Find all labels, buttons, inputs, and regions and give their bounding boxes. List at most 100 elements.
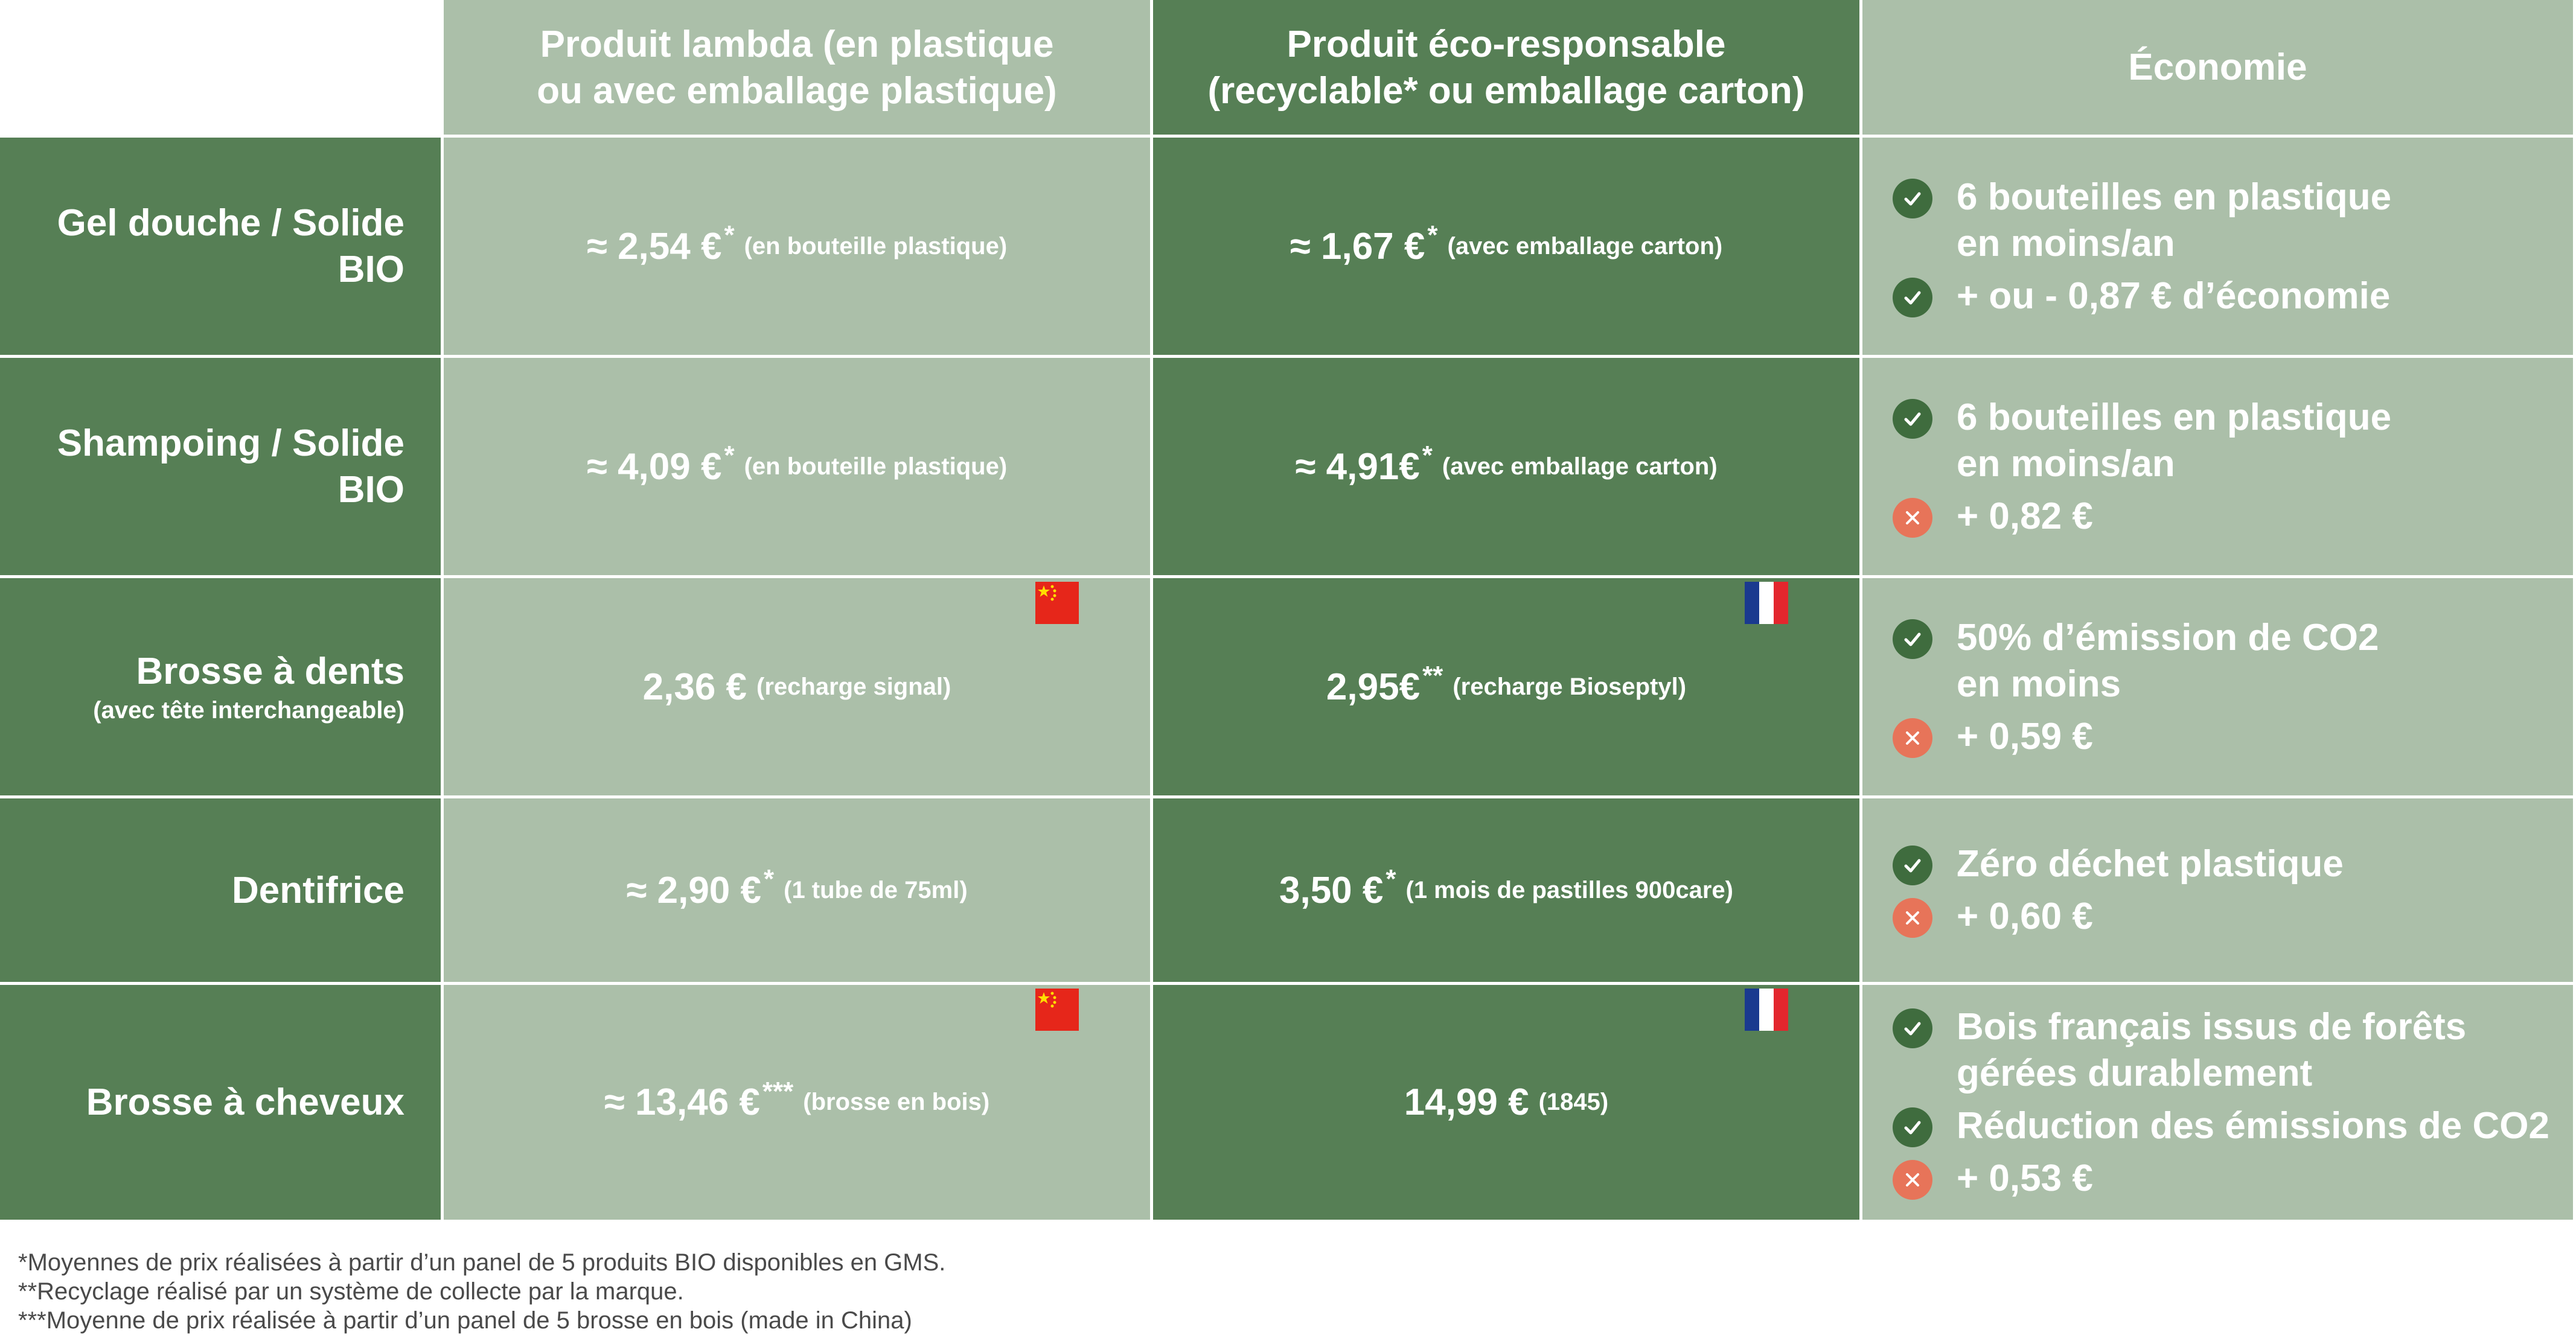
row-label: Brosse à dents (avec tête interchangeable… — [0, 578, 444, 798]
price-asterisk: * — [724, 220, 735, 250]
price-asterisk: *** — [762, 1076, 794, 1106]
savings-item: Bois français issus de forêts gérées dura… — [1893, 1004, 2573, 1097]
header-economie-label: Économie — [2128, 46, 2307, 88]
header-lambda-line: Produit lambda (en plastique — [540, 23, 1054, 65]
corner-cell — [0, 0, 444, 138]
price-asterisk: ** — [1422, 661, 1443, 690]
china-flag-icon — [1035, 989, 1079, 1031]
check-icon — [1893, 619, 1932, 659]
cross-icon — [1893, 1159, 1932, 1200]
savings-line: Réduction des émissions de CO2 — [1957, 1104, 2549, 1147]
row-label-line: Shampoing / Solide — [57, 422, 404, 464]
savings-item: + 0,60 € — [1893, 893, 2573, 940]
header-eco-line: Produit éco-responsable — [1286, 23, 1726, 65]
savings-line: 50% d’émission de CO2 — [1957, 616, 2379, 658]
price-asterisk: * — [1385, 864, 1396, 894]
price-note: (en bouteille plastique) — [744, 232, 1008, 260]
savings-cell: Bois français issus de forêts gérées dura… — [1862, 985, 2576, 1223]
lambda-price-cell: ≈ 2,90 € * (1 tube de 75ml) — [444, 798, 1153, 985]
price-note: (1845) — [1538, 1089, 1609, 1115]
savings-line: 6 bouteilles en plastique — [1957, 396, 2392, 438]
eco-price-cell: 3,50 € * (1 mois de pastilles 900care) — [1153, 798, 1862, 985]
savings-line: 6 bouteilles en plastique — [1957, 176, 2392, 218]
row-label: Shampoing / Solide BIO — [0, 358, 444, 578]
header-eco-line: (recyclable* ou emballage carton) — [1207, 69, 1805, 112]
price-note: (recharge signal) — [756, 673, 951, 700]
row-label: Brosse à cheveux — [0, 985, 444, 1223]
savings-item: 6 bouteilles en plastique en moins/an — [1893, 174, 2573, 267]
footnote: *Moyennes de prix réalisées à partir d’u… — [18, 1249, 946, 1276]
price-asterisk: * — [1427, 220, 1438, 250]
check-icon — [1893, 1008, 1932, 1048]
row-label-line: BIO — [337, 469, 404, 511]
row-label: Dentifrice — [0, 798, 444, 985]
row-label-line: Brosse à dents — [136, 650, 404, 692]
eco-price-cell: 14,99 € (1845) — [1153, 985, 1862, 1223]
price-value: 2,36 € — [642, 666, 747, 708]
eco-price-cell: ≈ 4,91€ * (avec emballage carton) — [1153, 358, 1862, 578]
lambda-price-cell: ≈ 2,54 € * (en bouteille plastique) — [444, 138, 1153, 358]
check-icon — [1893, 398, 1932, 439]
savings-item: + 0,59 € — [1893, 713, 2573, 760]
check-icon — [1893, 1107, 1932, 1147]
check-icon — [1893, 277, 1932, 317]
header-economie: Économie — [1862, 0, 2576, 138]
price-value: ≈ 4,09 € — [586, 445, 722, 488]
savings-item: + 0,82 € — [1893, 493, 2573, 540]
savings-text: + 0,59 € — [1957, 713, 2093, 760]
savings-text: Bois français issus de forêts gérées dura… — [1957, 1004, 2466, 1097]
price-value: 14,99 € — [1404, 1081, 1529, 1123]
savings-cell: Zéro déchet plastique + 0,60 € — [1862, 798, 2576, 985]
lambda-price-cell: ≈ 4,09 € * (en bouteille plastique) — [444, 358, 1153, 578]
row-label-line: Brosse à cheveux — [86, 1081, 404, 1123]
check-icon — [1893, 846, 1932, 885]
cross-icon — [1893, 898, 1932, 938]
savings-text: 6 bouteilles en plastique en moins/an — [1957, 394, 2391, 487]
savings-item: + ou - 0,87 € d’économie — [1893, 273, 2573, 319]
savings-item: Réduction des émissions de CO2 — [1893, 1103, 2573, 1149]
savings-text: + 0,82 € — [1957, 493, 2093, 540]
china-flag-icon — [1035, 582, 1079, 624]
footnotes: *Moyennes de prix réalisées à partir d’u… — [18, 1248, 945, 1335]
price-note: (en bouteille plastique) — [744, 453, 1008, 480]
cross-icon — [1893, 718, 1932, 758]
savings-line: + 0,60 € — [1957, 896, 2093, 937]
savings-text: Zéro déchet plastique — [1957, 841, 2344, 887]
price-value: 2,95€ — [1326, 666, 1421, 708]
price-asterisk: * — [1422, 441, 1433, 470]
price-note: (1 tube de 75ml) — [784, 876, 968, 903]
eco-price-cell: 2,95€ ** (recharge Bioseptyl) — [1153, 578, 1862, 798]
row-label-line: BIO — [337, 249, 404, 290]
savings-line: en moins/an — [1957, 222, 2175, 264]
savings-item: + 0,53 € — [1893, 1155, 2573, 1202]
price-note: (1 mois de pastilles 900care) — [1405, 876, 1734, 903]
savings-item: 6 bouteilles en plastique en moins/an — [1893, 394, 2573, 487]
price-note: (avec emballage carton) — [1442, 453, 1718, 480]
price-value: ≈ 2,90 € — [626, 869, 761, 911]
row-label-line: Gel douche / Solide — [57, 202, 404, 244]
lambda-price-cell: ≈ 13,46 € *** (brosse en bois) — [444, 985, 1153, 1223]
comparison-table: Produit lambda (en plastique ou avec emb… — [0, 0, 2576, 1223]
savings-cell: 50% d’émission de CO2 en moins + 0,59 € — [1862, 578, 2576, 798]
savings-item: Zéro déchet plastique — [1893, 841, 2573, 887]
price-note: (brosse en bois) — [803, 1089, 990, 1115]
row-label-sub: (avec tête interchangeable) — [93, 696, 404, 724]
savings-text: 50% d’émission de CO2 en moins — [1957, 614, 2379, 707]
check-icon — [1893, 178, 1932, 218]
row-label: Gel douche / Solide BIO — [0, 138, 444, 358]
price-value: ≈ 4,91€ — [1295, 445, 1420, 488]
price-value: ≈ 2,54 € — [586, 225, 722, 267]
savings-line: + ou - 0,87 € d’économie — [1957, 275, 2391, 317]
footnote: **Recyclage réalisé par un système de co… — [18, 1278, 684, 1305]
savings-line: Zéro déchet plastique — [1957, 843, 2344, 885]
footnote: ***Moyenne de prix réalisée à partir d’u… — [18, 1307, 912, 1334]
price-note: (avec emballage carton) — [1447, 232, 1723, 260]
savings-text: + 0,53 € — [1957, 1155, 2093, 1202]
price-value: ≈ 1,67 € — [1290, 225, 1425, 267]
row-label-line: Dentifrice — [232, 869, 404, 911]
savings-text: + ou - 0,87 € d’économie — [1957, 273, 2390, 319]
savings-line: + 0,53 € — [1957, 1157, 2093, 1199]
header-lambda-line: ou avec emballage plastique) — [537, 69, 1057, 112]
savings-cell: 6 bouteilles en plastique en moins/an + ou… — [1862, 138, 2576, 358]
france-flag-icon — [1745, 582, 1788, 624]
